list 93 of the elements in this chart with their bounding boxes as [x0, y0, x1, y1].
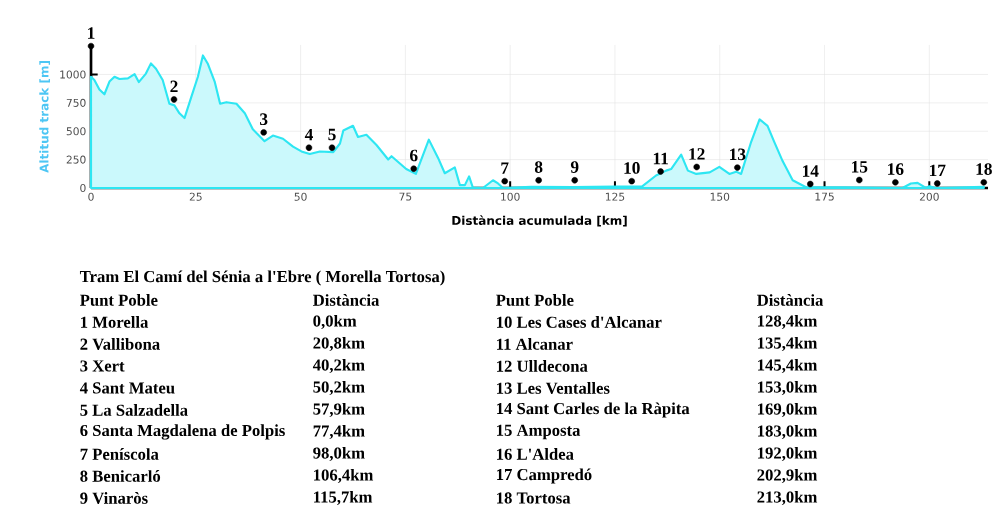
text: 13 Les Ventalles [497, 382, 610, 394]
x-tick-label: 50 [294, 192, 307, 201]
point [501, 177, 508, 185]
text: 115,7km [314, 490, 373, 506]
annotation: 8 [534, 161, 543, 173]
text: Distància [757, 294, 824, 306]
text: 8 Benicarló [80, 470, 161, 482]
annotation: 1 [88, 27, 95, 39]
x-axis-title: Distància acumulada [km] [452, 215, 627, 227]
text: 14 Sant Carles de la Ràpita [497, 402, 690, 418]
y-axis-title: Altitud track [m] [39, 61, 51, 173]
point [628, 177, 635, 185]
annotation: 6 [410, 149, 418, 162]
x-tick-label: 25 [189, 192, 202, 201]
text: 6 Santa Magdalena de Polpis [80, 424, 285, 440]
text: Punt Poble [496, 294, 574, 306]
text: 10 Les Cases d'Alcanar [497, 316, 662, 328]
point [807, 180, 814, 188]
annotation: 9 [570, 161, 579, 173]
x-tick-label: 175 [815, 192, 834, 201]
text: 1 Morella [81, 316, 149, 328]
text: 77,4km [313, 424, 365, 440]
y-tick-label: 0 [80, 183, 86, 193]
text: 16 L'Aldea [497, 448, 574, 460]
text: 202,9km [757, 468, 818, 484]
y-tick-label: 500 [66, 127, 86, 136]
text: 9 Vinaròs [80, 492, 148, 504]
x-tick-label: 100 [501, 192, 520, 201]
point [693, 163, 700, 171]
x-tick-label: 200 [919, 192, 939, 201]
annotation: 3 [260, 113, 268, 125]
text: 11 Alcanar [497, 338, 573, 350]
x-tick-label: 150 [710, 192, 730, 201]
point [328, 144, 336, 151]
text: 183,0km [758, 424, 818, 440]
text: 12 Ulldecona [497, 360, 588, 372]
point [734, 164, 741, 171]
point [170, 96, 178, 103]
y-tick-label: 1000 [60, 70, 86, 79]
text: 98,0km [313, 446, 365, 462]
text: 145,4km [758, 358, 818, 374]
annotation: 10 [624, 162, 640, 174]
annotation: 14 [802, 165, 819, 177]
annotation: 12 [689, 148, 705, 160]
y-tick-label: 750 [66, 98, 86, 107]
annotation: 4 [304, 128, 313, 141]
text: 135,4km [758, 336, 818, 352]
text: 128,4km [758, 314, 818, 330]
point [980, 179, 988, 186]
text: 20,8km [313, 336, 365, 352]
annotation: 7 [501, 162, 509, 174]
point [934, 180, 941, 187]
text: 213,0km [757, 490, 818, 506]
annotation: 18 [976, 163, 992, 175]
text: 40,2km [312, 358, 365, 374]
point [535, 177, 542, 184]
text: 57,9km [313, 402, 365, 418]
point [571, 177, 578, 184]
text: 0,0km [313, 314, 357, 330]
annotation: 2 [170, 80, 178, 93]
text: Tram El Camí del Sénia a l'Ebre ( Morella Tortosa) [79, 270, 445, 286]
text: 153,0km [758, 380, 818, 396]
text: 5 La Salzadella [80, 404, 188, 416]
text: 3 Xert [80, 360, 125, 372]
annotation: 15 [852, 161, 868, 173]
annotation: 17 [929, 164, 946, 177]
text: 7 Peníscola [80, 448, 159, 460]
text: 106,4km [314, 468, 374, 484]
x-tick-label: 125 [605, 192, 625, 201]
annotation: 16 [888, 163, 904, 175]
annotation: 11 [653, 152, 668, 165]
point [87, 42, 95, 50]
text: 15 Amposta [497, 424, 581, 440]
point [260, 129, 267, 136]
text: 2 Vallibona [80, 338, 160, 350]
annotation: 13 [730, 148, 746, 161]
point [856, 176, 863, 184]
point [657, 168, 664, 175]
point [305, 144, 313, 151]
point [892, 179, 899, 186]
text: Distància [313, 294, 380, 306]
text: 50,2km [313, 380, 365, 396]
annotation: 5 [328, 128, 336, 141]
point [410, 165, 417, 172]
text: 17 Campredó [497, 468, 592, 484]
text: 18 Tortosa [497, 492, 571, 504]
text: 192,0km [758, 446, 818, 462]
x-tick-label: 75 [399, 192, 412, 201]
x-tick-label: 0 [88, 192, 94, 201]
y-tick-label: 250 [66, 155, 86, 164]
text: Punt Poble [80, 294, 158, 306]
text: 169,0km [758, 402, 818, 418]
text: 4 Sant Mateu [79, 382, 175, 394]
